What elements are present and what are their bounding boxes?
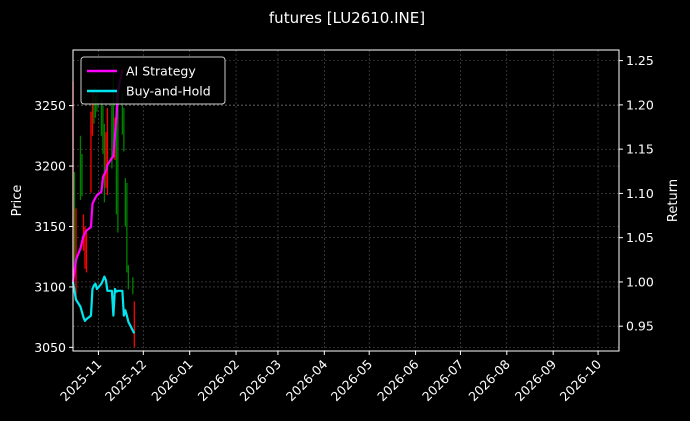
series-line-0 (71, 69, 124, 283)
grid-lines (73, 50, 619, 351)
y-tick-label-right: 1.05 (626, 230, 654, 245)
y-tick-label-left: 3250 (34, 98, 66, 113)
y-axis-label-right: Return (666, 179, 681, 222)
y-tick-label-left: 3150 (34, 219, 66, 234)
y-axis-label-left: Price (10, 185, 25, 217)
y-tick-label-left: 3200 (34, 159, 66, 174)
legend: AI Strategy Buy-and-Hold (80, 56, 226, 105)
y-tick-label-right: 1.00 (626, 274, 654, 289)
chart-title: futures [LU2610.INE] (269, 9, 425, 27)
legend-label-0: AI Strategy (126, 64, 196, 79)
y-tick-label-right: 1.25 (626, 53, 654, 68)
legend-label-1: Buy-and-Hold (126, 84, 211, 99)
y-tick-label-left: 3100 (34, 279, 66, 294)
y-tick-label-right: 1.10 (626, 186, 654, 201)
y-tick-label-left: 3050 (34, 340, 66, 355)
y-tick-label-right: 1.15 (626, 142, 654, 157)
series-line-1 (71, 275, 136, 334)
y-tick-label-right: 0.95 (626, 319, 654, 334)
return-lines (71, 69, 136, 334)
y-tick-label-right: 1.20 (626, 97, 654, 112)
legend-box (80, 56, 226, 105)
plot-frame (72, 49, 620, 352)
